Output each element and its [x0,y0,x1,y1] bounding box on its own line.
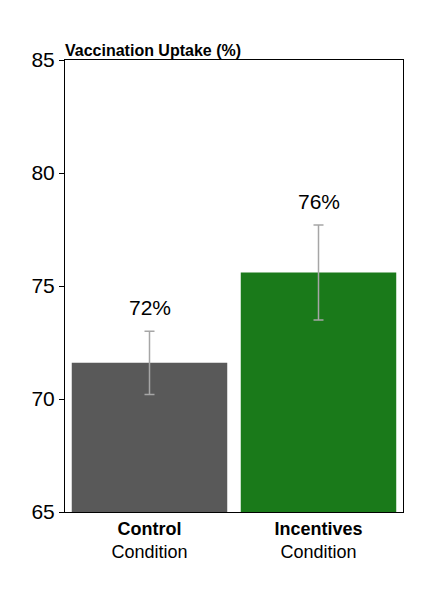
svg-text:Vaccination Uptake (%): Vaccination Uptake (%) [65,42,241,59]
svg-text:85: 85 [31,48,54,71]
svg-text:76%: 76% [298,190,340,213]
svg-text:65: 65 [31,500,54,523]
svg-text:ControlCondition: ControlCondition [111,519,187,562]
svg-text:72%: 72% [129,296,171,319]
svg-text:IncentivesCondition: IncentivesCondition [274,519,362,562]
svg-text:75: 75 [31,274,54,297]
svg-text:70: 70 [31,387,54,410]
svg-text:80: 80 [31,161,54,184]
